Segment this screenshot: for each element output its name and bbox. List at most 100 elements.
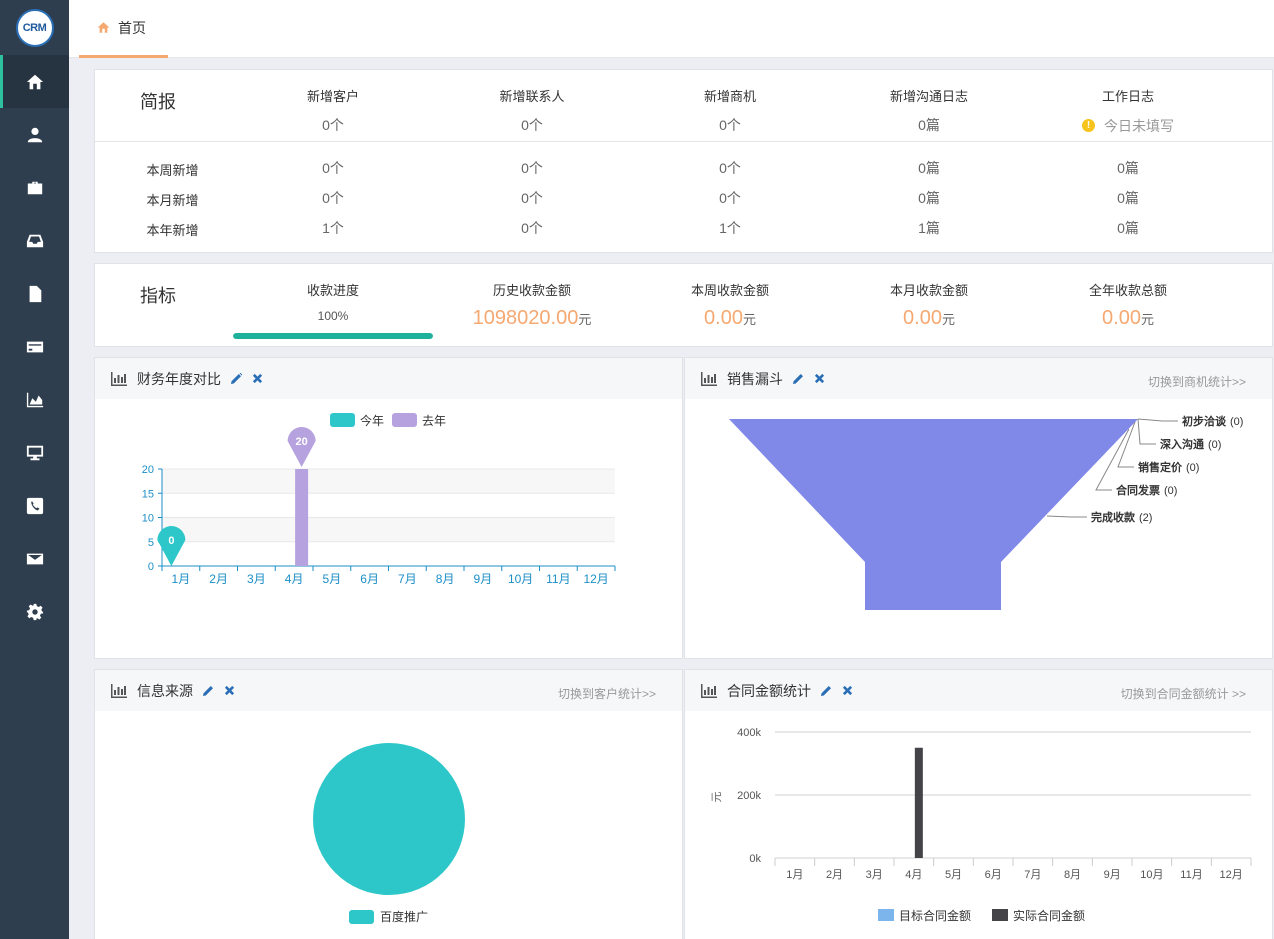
nav-customers[interactable]: [0, 108, 69, 161]
pencil-icon[interactable]: [231, 373, 242, 384]
y-tick-label: 400k: [737, 727, 761, 739]
legend-swatch-target[interactable]: [878, 909, 894, 921]
pencil-icon[interactable]: [821, 685, 832, 696]
header-month-collection: 本月收款金额: [889, 283, 968, 298]
table-cell: 1个: [719, 220, 741, 236]
nav-monitor[interactable]: [0, 426, 69, 479]
legend-swatch-last-year[interactable]: [392, 413, 417, 427]
funnel-label-line: [1117, 421, 1136, 468]
info-source-panel: 信息来源 切换到客户统计>> 百度推广: [94, 669, 683, 939]
legend-swatch-actual[interactable]: [992, 909, 1008, 921]
x-tick-label: 12月: [583, 572, 608, 586]
table-cell: 0篇: [1117, 220, 1139, 236]
x-tick-label: 5月: [323, 572, 342, 586]
close-icon[interactable]: [814, 373, 825, 384]
x-tick-label: 1月: [172, 572, 191, 586]
y-tick-label: 0k: [749, 853, 761, 865]
source-pie-chart: 百度推广: [313, 743, 465, 924]
unit: 元: [1140, 312, 1154, 327]
home-icon: [26, 74, 43, 89]
progress-percent: 100%: [317, 309, 349, 323]
contract-amount-panel: 合同金额统计 切换到合同金额统计 >> 元 400k 200k 0k 1月 2月 3月 4月…: [684, 669, 1273, 939]
legend-swatch-baidu[interactable]: [349, 910, 374, 924]
close-icon[interactable]: [252, 373, 263, 384]
nav-reports[interactable]: [0, 373, 69, 426]
stage-count: (0): [1164, 485, 1177, 497]
grid-band: [162, 493, 615, 518]
y-tick-label: 15: [142, 488, 154, 500]
sidebar: CRM: [0, 0, 69, 939]
switch-to-opportunity-stats-link[interactable]: 切换到商机统计>>: [1147, 375, 1246, 389]
panel-header: 信息来源 切换到客户统计>>: [95, 670, 682, 711]
pencil-icon[interactable]: [793, 373, 804, 384]
panel-title: 财务年度对比: [137, 370, 221, 387]
value-marker-label: 20: [296, 436, 308, 448]
funnel-label-line: [1137, 418, 1156, 445]
funnel-stage-complete-payment[interactable]: [729, 419, 1138, 610]
phone-icon: [26, 497, 43, 514]
today-new-customers: 0个: [322, 117, 344, 133]
table-cell: 0个: [719, 190, 741, 206]
stage-name: 初步洽谈: [1182, 414, 1227, 428]
table-cell: 0篇: [1117, 160, 1139, 176]
amount-value: 0.00: [903, 307, 942, 329]
year-collection-amount: 0.00元: [1048, 307, 1208, 330]
work-log-status[interactable]: ! 今日未填写: [1048, 115, 1208, 136]
x-tick-label: 8月: [436, 572, 455, 586]
header-new-communication-logs: 新增沟通日志: [889, 89, 968, 104]
nav-calls[interactable]: [0, 479, 69, 532]
switch-to-customer-stats-link[interactable]: 切换到客户统计>>: [557, 687, 656, 701]
legend-swatch-this-year[interactable]: [330, 413, 355, 427]
tab-home-label: 首页: [118, 19, 146, 36]
x-tick-label: 9月: [1104, 869, 1121, 881]
bar[interactable]: [914, 747, 923, 858]
panel-title: 合同金额统计: [727, 682, 811, 699]
header-new-opportunities: 新增商机: [703, 89, 756, 104]
stage-name: 完成收款: [1091, 510, 1136, 524]
pencil-icon[interactable]: [203, 685, 214, 696]
bar[interactable]: [295, 469, 309, 566]
table-cell: 0个: [322, 190, 344, 206]
x-tick-label: 11月: [1180, 869, 1202, 881]
funnel-stage-label: 深入沟通 (0): [1160, 437, 1221, 451]
home-icon: [97, 22, 110, 33]
close-icon[interactable]: [224, 685, 235, 696]
grid-band: [162, 469, 615, 494]
today-new-opportunities: 0个: [719, 117, 741, 133]
nav-settings[interactable]: [0, 585, 69, 638]
progress-fill: [233, 333, 433, 339]
switch-to-contract-stats-link[interactable]: 切换到合同金额统计 >>: [1120, 687, 1246, 701]
header-new-contacts: 新增联系人: [499, 89, 565, 104]
y-tick-label: 0: [148, 561, 154, 573]
today-new-communication-logs: 0篇: [918, 117, 940, 133]
nav-home[interactable]: [0, 55, 69, 108]
header-history-collection: 历史收款金额: [492, 283, 571, 298]
pie-slice-baidu[interactable]: [313, 743, 465, 895]
panel-title: 信息来源: [137, 682, 193, 699]
bar-chart-icon: [701, 683, 717, 698]
nav-mail[interactable]: [0, 532, 69, 585]
document-icon: [29, 285, 41, 302]
nav-payments[interactable]: [0, 320, 69, 373]
panel-header: 财务年度对比: [95, 358, 682, 399]
funnel-labels: 初步洽谈 (0)深入沟通 (0)销售定价 (0)合同发票 (0)完成收款 (2): [1046, 414, 1243, 524]
gear-icon: [26, 603, 43, 620]
value-marker-label: 0: [168, 535, 174, 547]
value-marker-pin[interactable]: [287, 427, 316, 467]
bar-chart-icon: [111, 371, 127, 386]
panel-header: 合同金额统计 切换到合同金额统计 >>: [685, 670, 1272, 711]
x-tick-label: 6月: [360, 572, 379, 586]
table-cell: 0个: [322, 160, 344, 176]
tab-home[interactable]: 首页: [79, 0, 168, 58]
nav-documents[interactable]: [0, 267, 69, 320]
nav-opportunities[interactable]: [0, 161, 69, 214]
nav-inbox[interactable]: [0, 214, 69, 267]
close-icon[interactable]: [842, 685, 853, 696]
table-cell: 0个: [521, 190, 543, 206]
stage-count: (0): [1208, 439, 1221, 451]
table-cell: 0篇: [918, 160, 940, 176]
logo[interactable]: CRM: [0, 0, 69, 55]
value-marker-pin[interactable]: [157, 526, 186, 566]
stage-name: 合同发票: [1116, 483, 1160, 497]
finance-comparison-panel: 财务年度对比 今年 去年 20 15 10 5 0 1月 2月 3月 4月 5月 6月 7月 8月 9月 1…: [94, 357, 683, 659]
